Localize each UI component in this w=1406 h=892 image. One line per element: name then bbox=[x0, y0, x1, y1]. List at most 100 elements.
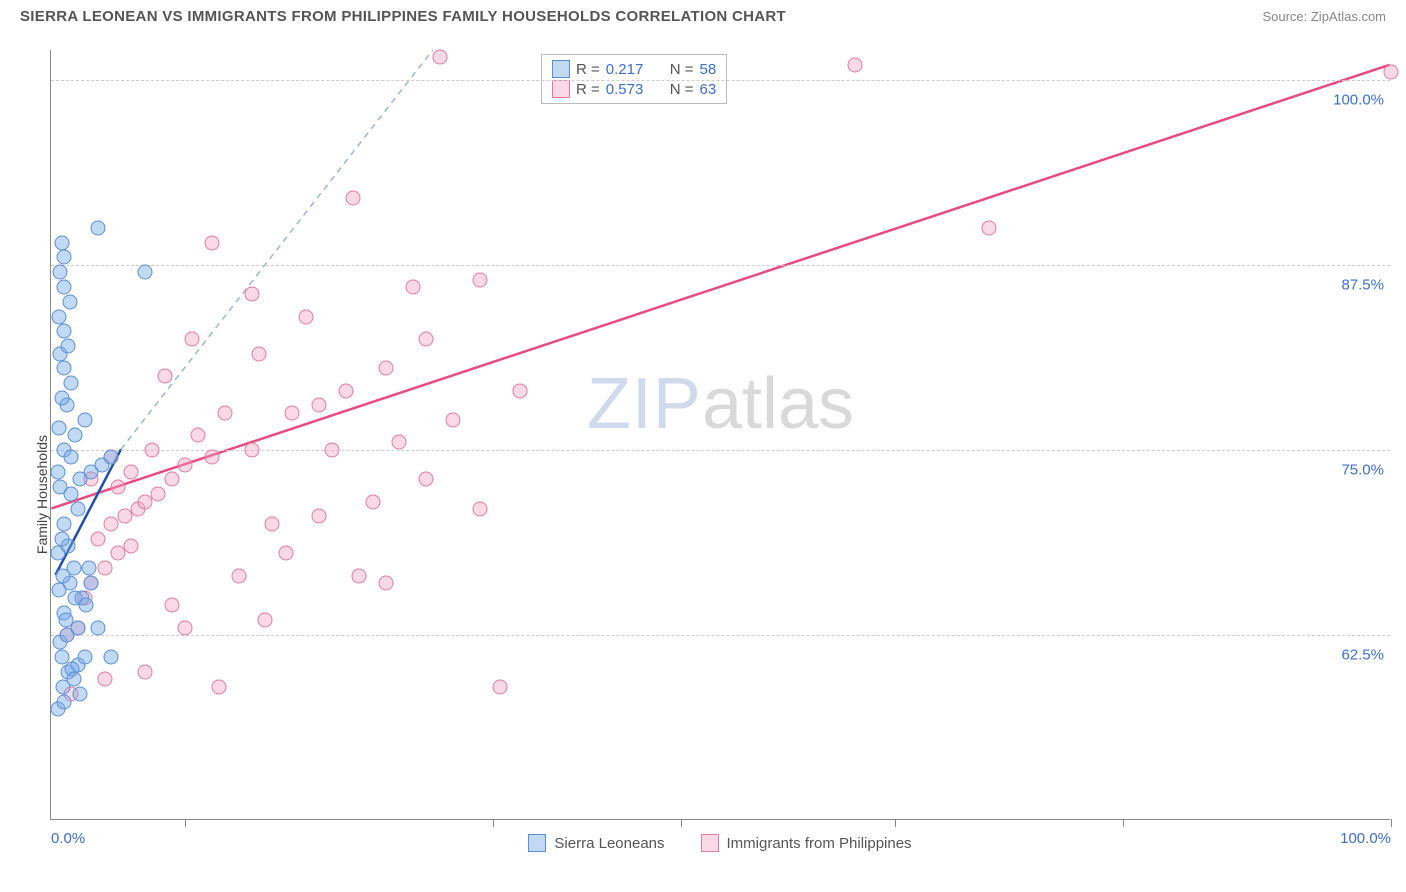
point-philippines bbox=[982, 220, 997, 235]
point-philippines bbox=[312, 398, 327, 413]
stats-row-1: R = 0.217 N = 58 bbox=[552, 59, 716, 79]
y-tick-label: 62.5% bbox=[1341, 646, 1384, 663]
point-philippines bbox=[191, 428, 206, 443]
point-sierra-leonean bbox=[66, 672, 81, 687]
x-tick bbox=[493, 819, 494, 827]
point-philippines bbox=[278, 546, 293, 561]
point-philippines bbox=[124, 465, 139, 480]
point-philippines bbox=[405, 279, 420, 294]
point-philippines bbox=[144, 442, 159, 457]
point-philippines bbox=[848, 57, 863, 72]
point-sierra-leonean bbox=[58, 613, 73, 628]
chart-title: SIERRA LEONEAN VS IMMIGRANTS FROM PHILIP… bbox=[20, 8, 786, 25]
point-philippines bbox=[245, 442, 260, 457]
point-sierra-leonean bbox=[104, 650, 119, 665]
point-sierra-leonean bbox=[78, 598, 93, 613]
point-philippines bbox=[446, 413, 461, 428]
point-philippines bbox=[164, 598, 179, 613]
bottom-legend: Sierra Leoneans Immigrants from Philippi… bbox=[50, 834, 1390, 852]
point-sierra-leonean bbox=[104, 450, 119, 465]
point-sierra-leonean bbox=[62, 294, 77, 309]
point-philippines bbox=[352, 568, 367, 583]
point-sierra-leonean bbox=[61, 339, 76, 354]
point-philippines bbox=[419, 331, 434, 346]
y-tick-label: 100.0% bbox=[1333, 91, 1384, 108]
point-philippines bbox=[392, 435, 407, 450]
point-philippines bbox=[432, 50, 447, 65]
point-philippines bbox=[513, 383, 528, 398]
x-tick bbox=[1123, 819, 1124, 827]
point-philippines bbox=[218, 405, 233, 420]
r-value-2: 0.573 bbox=[606, 81, 654, 98]
point-philippines bbox=[97, 561, 112, 576]
point-philippines bbox=[285, 405, 300, 420]
point-philippines bbox=[472, 272, 487, 287]
legend-item-1: Sierra Leoneans bbox=[528, 834, 664, 852]
point-sierra-leonean bbox=[64, 376, 79, 391]
point-sierra-leonean bbox=[70, 502, 85, 517]
x-tick bbox=[681, 819, 682, 827]
source-label: Source: ZipAtlas.com bbox=[1262, 9, 1386, 24]
legend-swatch-pink bbox=[701, 834, 719, 852]
point-philippines bbox=[492, 679, 507, 694]
x-tick bbox=[185, 819, 186, 827]
point-sierra-leonean bbox=[137, 265, 152, 280]
point-philippines bbox=[204, 235, 219, 250]
x-tick bbox=[895, 819, 896, 827]
point-sierra-leonean bbox=[77, 413, 92, 428]
point-sierra-leonean bbox=[84, 576, 99, 591]
point-philippines bbox=[265, 516, 280, 531]
legend-swatch-pink bbox=[552, 80, 570, 98]
point-philippines bbox=[472, 502, 487, 517]
point-sierra-leonean bbox=[54, 235, 69, 250]
x-tick bbox=[1391, 819, 1392, 827]
gridline bbox=[51, 635, 1390, 636]
point-sierra-leonean bbox=[77, 650, 92, 665]
point-philippines bbox=[338, 383, 353, 398]
y-axis-label: Family Households bbox=[34, 435, 50, 554]
point-philippines bbox=[1384, 65, 1399, 80]
point-philippines bbox=[345, 191, 360, 206]
point-philippines bbox=[184, 331, 199, 346]
point-philippines bbox=[178, 457, 193, 472]
n-label-2: N = bbox=[670, 81, 694, 98]
point-philippines bbox=[312, 509, 327, 524]
point-sierra-leonean bbox=[73, 687, 88, 702]
legend-swatch-blue bbox=[552, 60, 570, 78]
point-sierra-leonean bbox=[57, 516, 72, 531]
point-philippines bbox=[204, 450, 219, 465]
point-philippines bbox=[124, 539, 139, 554]
watermark-atlas: atlas bbox=[702, 364, 854, 444]
point-sierra-leonean bbox=[64, 450, 79, 465]
point-sierra-leonean bbox=[81, 561, 96, 576]
point-sierra-leonean bbox=[90, 620, 105, 635]
point-sierra-leonean bbox=[50, 465, 65, 480]
point-philippines bbox=[419, 472, 434, 487]
point-philippines bbox=[164, 472, 179, 487]
point-philippines bbox=[111, 479, 126, 494]
y-tick-label: 87.5% bbox=[1341, 276, 1384, 293]
point-philippines bbox=[379, 576, 394, 591]
point-philippines bbox=[90, 531, 105, 546]
point-sierra-leonean bbox=[54, 531, 69, 546]
r-label-2: R = bbox=[576, 81, 600, 98]
point-sierra-leonean bbox=[57, 324, 72, 339]
stats-row-2: R = 0.573 N = 63 bbox=[552, 79, 716, 99]
point-sierra-leonean bbox=[54, 390, 69, 405]
point-sierra-leonean bbox=[68, 428, 83, 443]
point-philippines bbox=[298, 309, 313, 324]
point-philippines bbox=[151, 487, 166, 502]
plot-area: ZIPatlas R = 0.217 N = 58 R = 0.573 N = … bbox=[50, 50, 1390, 820]
point-sierra-leonean bbox=[52, 420, 67, 435]
point-philippines bbox=[251, 346, 266, 361]
point-philippines bbox=[325, 442, 340, 457]
watermark-zip: ZIP bbox=[587, 364, 702, 444]
legend-label-2: Immigrants from Philippines bbox=[727, 835, 912, 852]
trend-lines bbox=[51, 50, 1390, 819]
point-philippines bbox=[157, 368, 172, 383]
point-philippines bbox=[245, 287, 260, 302]
n-label-1: N = bbox=[670, 61, 694, 78]
legend-item-2: Immigrants from Philippines bbox=[701, 834, 912, 852]
gridline bbox=[51, 265, 1390, 266]
point-philippines bbox=[365, 494, 380, 509]
